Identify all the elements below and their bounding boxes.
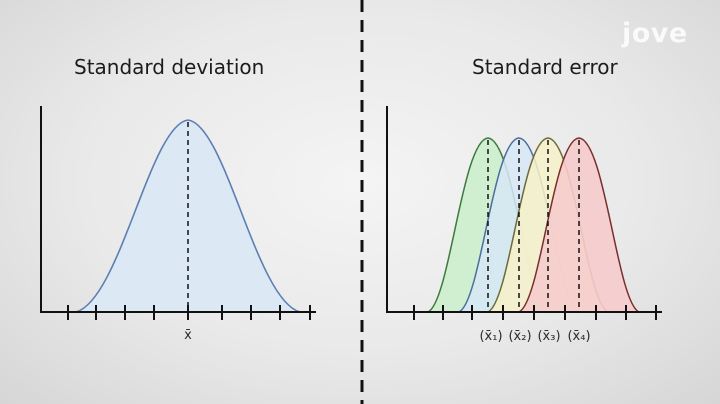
x-axis-ticks: [67, 305, 311, 320]
left-plot: x̄: [40, 106, 316, 343]
standard-deviation-title: Standard deviation: [74, 55, 265, 79]
sample-mean-label-3: (x̄₃): [537, 329, 560, 344]
sample-mean-label-2: (x̄₂): [508, 329, 531, 344]
normal-curve-outline: [75, 119, 301, 313]
right-plot: (x̄₁) (x̄₂) (x̄₃) (x̄₄): [386, 106, 662, 344]
sample-mean-label-1: (x̄₁): [479, 329, 502, 344]
x-axis-ticks: [413, 305, 657, 320]
mean-label: x̄: [184, 328, 192, 343]
jove-logo: jove: [622, 18, 688, 49]
standard-error-title: Standard error: [472, 55, 618, 79]
sample-mean-label-4: (x̄₄): [567, 329, 590, 344]
